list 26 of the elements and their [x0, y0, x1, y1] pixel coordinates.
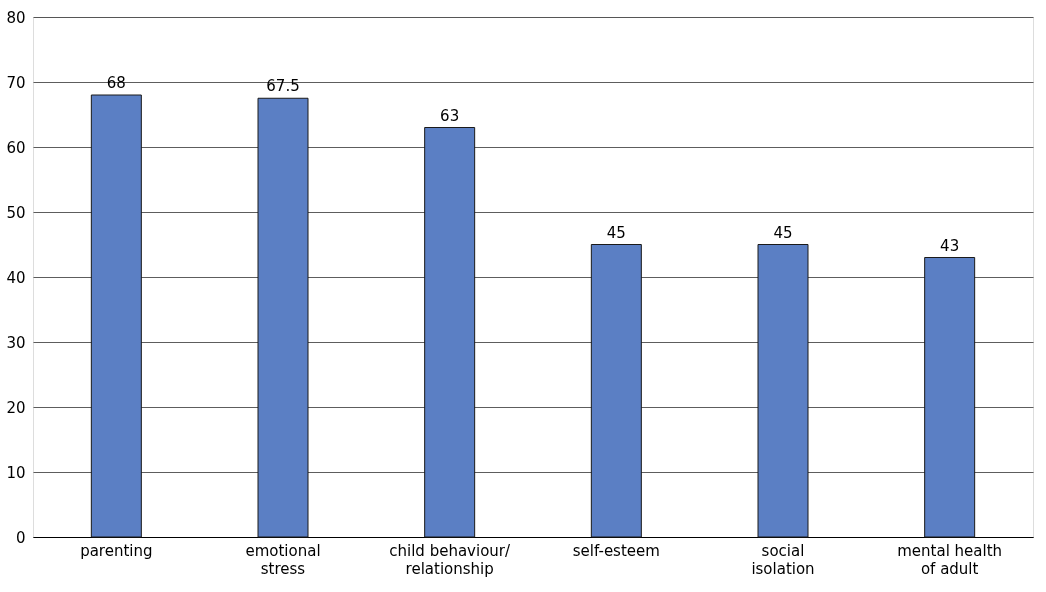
- y-tick-label: 70: [6, 73, 26, 92]
- data-label: 45: [606, 223, 626, 242]
- y-tick-label: 40: [6, 268, 26, 287]
- x-tick-label: self-esteem: [572, 541, 660, 560]
- y-tick-label: 50: [6, 203, 26, 222]
- y-tick-label: 30: [6, 333, 26, 352]
- bar: [257, 97, 309, 538]
- y-tick-label: 20: [6, 398, 26, 417]
- x-tick-label: emotional stress: [245, 541, 321, 578]
- x-tick-label: social isolation: [751, 541, 815, 578]
- bar: [590, 244, 642, 538]
- data-label: 45: [773, 223, 793, 242]
- x-tick-label: child behaviour/ relationship: [389, 541, 511, 578]
- bar: [424, 127, 476, 538]
- y-tick-label: 80: [6, 8, 26, 27]
- bar: [90, 94, 142, 538]
- y-tick-label: 10: [6, 463, 26, 482]
- data-label: 67.5: [266, 77, 300, 96]
- bar: [924, 257, 976, 538]
- y-tick-label: 0: [15, 528, 26, 547]
- bar: [757, 244, 809, 538]
- data-label: 63: [440, 106, 460, 125]
- y-tick-label: 60: [6, 138, 26, 157]
- x-tick-label: parenting: [80, 541, 153, 560]
- x-tick-label: mental health of adult: [897, 541, 1003, 578]
- data-label: 43: [940, 236, 960, 255]
